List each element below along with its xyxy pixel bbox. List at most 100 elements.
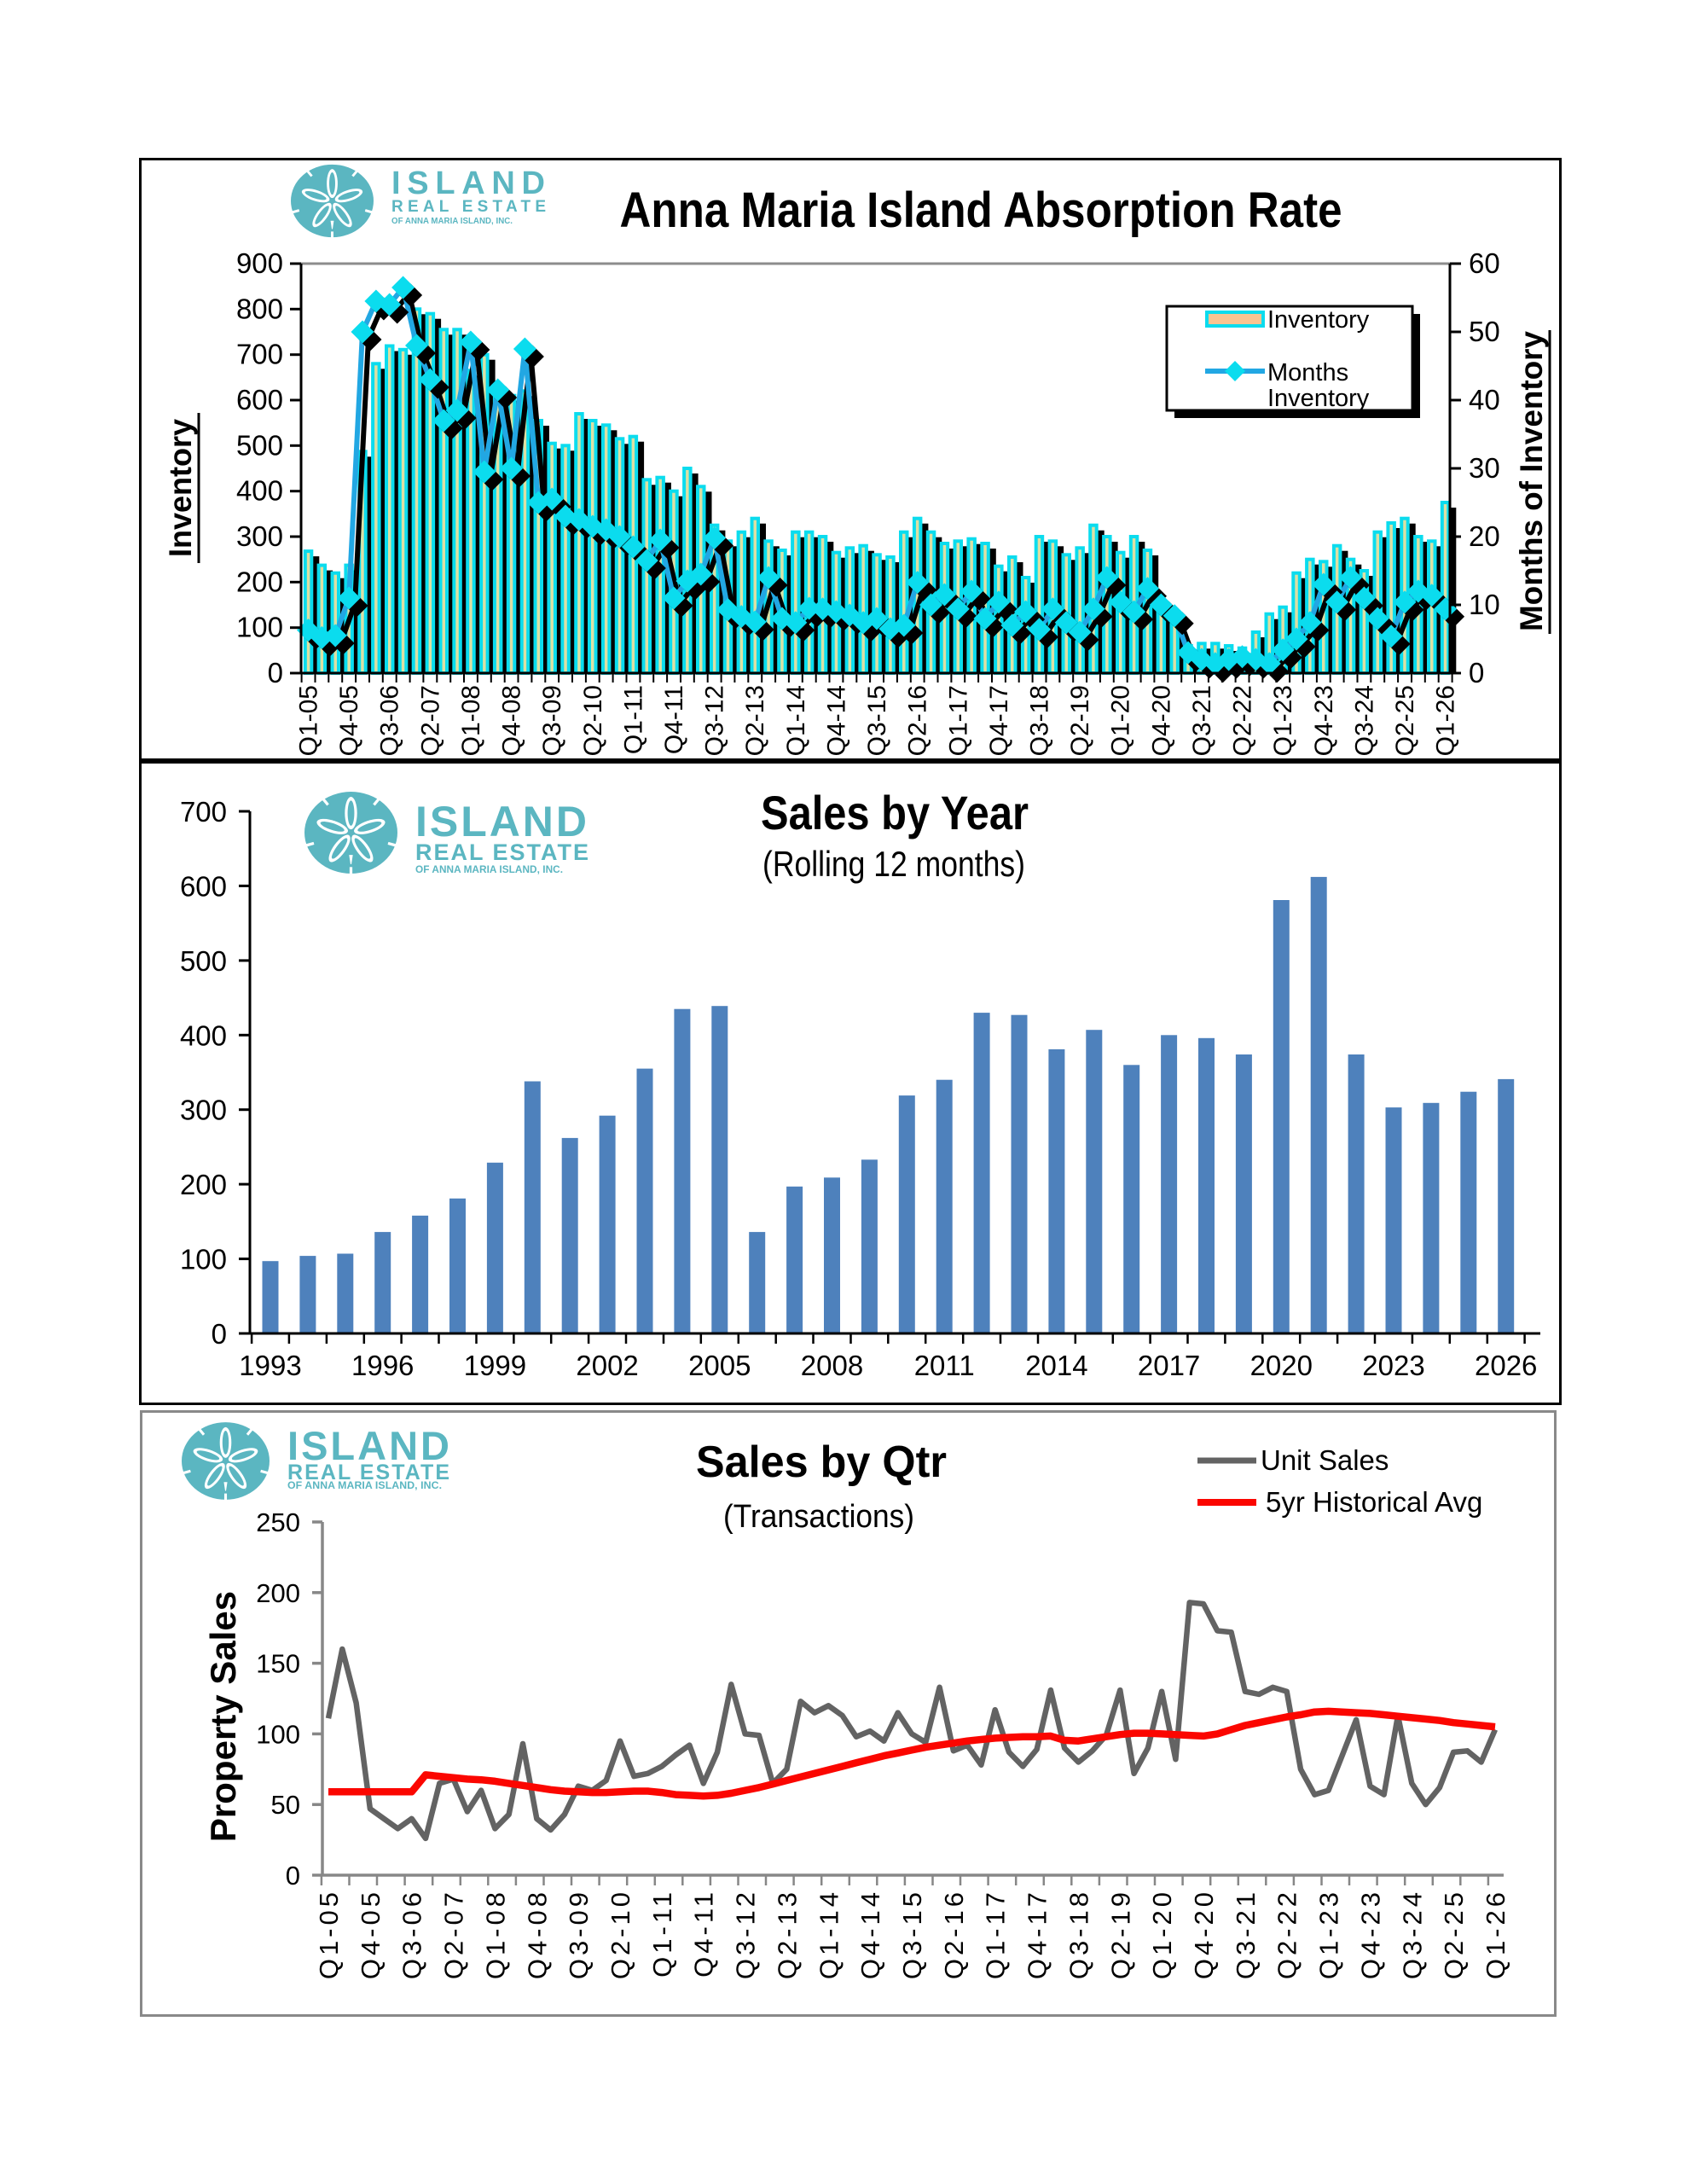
svg-text:Q3-09: Q3-09 [538, 685, 566, 756]
svg-text:Q4-20: Q4-20 [1147, 685, 1175, 756]
svg-text:(Transactions): (Transactions) [723, 1499, 914, 1535]
svg-text:300: 300 [180, 1095, 227, 1126]
svg-text:Q1-20: Q1-20 [1107, 685, 1135, 756]
svg-text:100: 100 [256, 1719, 300, 1749]
svg-text:Q2-25: Q2-25 [1391, 685, 1419, 756]
svg-text:Q1-14: Q1-14 [782, 685, 810, 756]
svg-text:Q3-24: Q3-24 [1350, 685, 1378, 756]
svg-text:Q1-23: Q1-23 [1269, 685, 1297, 756]
svg-text:Q3-09: Q3-09 [564, 1889, 594, 1979]
svg-text:Q3-21: Q3-21 [1188, 685, 1216, 756]
svg-text:Q1-26: Q1-26 [1432, 685, 1460, 756]
svg-text:Q1-05: Q1-05 [314, 1889, 344, 1979]
svg-text:2017: 2017 [1138, 1350, 1200, 1381]
svg-text:Q2-16: Q2-16 [939, 1889, 969, 1979]
svg-text:ISLAND: ISLAND [415, 798, 587, 845]
svg-text:200: 200 [180, 1169, 227, 1200]
svg-text:Q1-11: Q1-11 [619, 685, 647, 754]
svg-text:50: 50 [1469, 316, 1500, 347]
svg-text:Q3-12: Q3-12 [701, 685, 729, 756]
svg-text:Q3-24: Q3-24 [1397, 1889, 1427, 1979]
svg-text:250: 250 [256, 1507, 300, 1537]
svg-text:Q1-05: Q1-05 [295, 685, 323, 756]
svg-text:Q1-20: Q1-20 [1147, 1889, 1177, 1979]
svg-text:Sales by Qtr: Sales by Qtr [696, 1438, 947, 1487]
svg-text:Q4-11: Q4-11 [689, 1889, 719, 1978]
svg-text:Q1-17: Q1-17 [981, 1889, 1011, 1979]
svg-text:Q3-21: Q3-21 [1231, 1889, 1261, 1979]
svg-text:Q3-06: Q3-06 [376, 685, 404, 756]
svg-text:Q1-17: Q1-17 [944, 685, 972, 756]
svg-text:Q1-08: Q1-08 [457, 685, 485, 756]
svg-text:Q1-14: Q1-14 [814, 1889, 844, 1979]
svg-text:600: 600 [236, 384, 283, 415]
svg-text:Inventory: Inventory [1267, 306, 1370, 334]
svg-text:2023: 2023 [1362, 1350, 1424, 1381]
svg-text:Q2-10: Q2-10 [606, 1889, 635, 1979]
svg-text:2020: 2020 [1250, 1350, 1313, 1381]
svg-text:2026: 2026 [1475, 1350, 1537, 1381]
svg-text:OF ANNA MARIA ISLAND, INC.: OF ANNA MARIA ISLAND, INC. [287, 1479, 442, 1491]
svg-text:400: 400 [236, 475, 283, 507]
svg-text:0: 0 [268, 657, 283, 688]
svg-text:800: 800 [236, 293, 283, 324]
svg-text:(Rolling 12 months): (Rolling 12 months) [762, 844, 1025, 884]
svg-text:REAL ESTATE: REAL ESTATE [391, 198, 546, 216]
svg-text:Q1-26: Q1-26 [1481, 1889, 1510, 1979]
svg-text:Q3-18: Q3-18 [1064, 1889, 1093, 1979]
svg-text:Q2-19: Q2-19 [1105, 1889, 1135, 1979]
svg-text:20: 20 [1469, 520, 1500, 552]
svg-text:Q2-10: Q2-10 [579, 685, 607, 756]
svg-text:Q1-11: Q1-11 [647, 1889, 677, 1978]
svg-text:60: 60 [1469, 247, 1500, 279]
svg-text:100: 100 [236, 612, 283, 643]
svg-text:Q4-20: Q4-20 [1189, 1889, 1219, 1979]
svg-text:1996: 1996 [351, 1350, 414, 1381]
svg-text:2002: 2002 [576, 1350, 638, 1381]
svg-text:0: 0 [212, 1318, 227, 1350]
svg-text:Q2-25: Q2-25 [1439, 1889, 1469, 1979]
svg-text:ISLAND: ISLAND [287, 1423, 449, 1468]
svg-text:Q2-13: Q2-13 [741, 685, 769, 756]
svg-text:Q3-18: Q3-18 [1026, 685, 1054, 756]
svg-text:Q4-05: Q4-05 [335, 685, 363, 756]
svg-text:OF ANNA MARIA ISLAND, INC.: OF ANNA MARIA ISLAND, INC. [391, 217, 513, 226]
svg-text:Inventory: Inventory [163, 419, 198, 557]
svg-text:Q3-12: Q3-12 [731, 1889, 761, 1979]
svg-text:Q4-05: Q4-05 [356, 1889, 386, 1979]
svg-text:Q4-14: Q4-14 [822, 685, 850, 756]
svg-text:200: 200 [236, 566, 283, 597]
svg-text:Q2-07: Q2-07 [439, 1889, 469, 1979]
svg-text:Q2-16: Q2-16 [904, 685, 932, 756]
svg-text:700: 700 [236, 339, 283, 370]
svg-text:Q3-15: Q3-15 [863, 685, 891, 756]
svg-text:Sales by Year: Sales by Year [761, 786, 1029, 839]
svg-text:Property Sales: Property Sales [203, 1591, 243, 1842]
svg-text:Unit Sales: Unit Sales [1261, 1444, 1389, 1476]
svg-text:OF ANNA MARIA ISLAND, INC.: OF ANNA MARIA ISLAND, INC. [415, 863, 563, 875]
svg-text:Q2-22: Q2-22 [1273, 1889, 1302, 1979]
svg-text:2014: 2014 [1025, 1350, 1087, 1381]
svg-text:Q2-19: Q2-19 [1066, 685, 1094, 756]
svg-text:Anna Maria Island Absorption R: Anna Maria Island Absorption Rate [620, 183, 1342, 238]
svg-text:Q4-17: Q4-17 [985, 685, 1013, 756]
svg-text:500: 500 [180, 945, 227, 977]
svg-text:300: 300 [236, 520, 283, 552]
svg-text:Q4-17: Q4-17 [1023, 1889, 1052, 1979]
svg-text:ISLAND: ISLAND [391, 166, 545, 201]
svg-text:10: 10 [1469, 589, 1500, 620]
svg-text:200: 200 [256, 1578, 300, 1608]
svg-text:Q2-07: Q2-07 [416, 685, 444, 756]
svg-text:5yr Historical Avg: 5yr Historical Avg [1266, 1486, 1482, 1518]
svg-text:2011: 2011 [914, 1350, 975, 1381]
svg-text:Q1-23: Q1-23 [1314, 1889, 1344, 1979]
svg-text:REAL ESTATE: REAL ESTATE [287, 1461, 449, 1484]
svg-text:2008: 2008 [801, 1350, 863, 1381]
svg-text:500: 500 [236, 429, 283, 461]
svg-text:1999: 1999 [464, 1350, 526, 1381]
svg-text:150: 150 [256, 1649, 300, 1679]
svg-text:30: 30 [1469, 452, 1500, 484]
svg-text:Q2-13: Q2-13 [772, 1889, 802, 1979]
svg-text:Q3-06: Q3-06 [397, 1889, 427, 1979]
svg-text:Q4-14: Q4-14 [855, 1889, 885, 1979]
